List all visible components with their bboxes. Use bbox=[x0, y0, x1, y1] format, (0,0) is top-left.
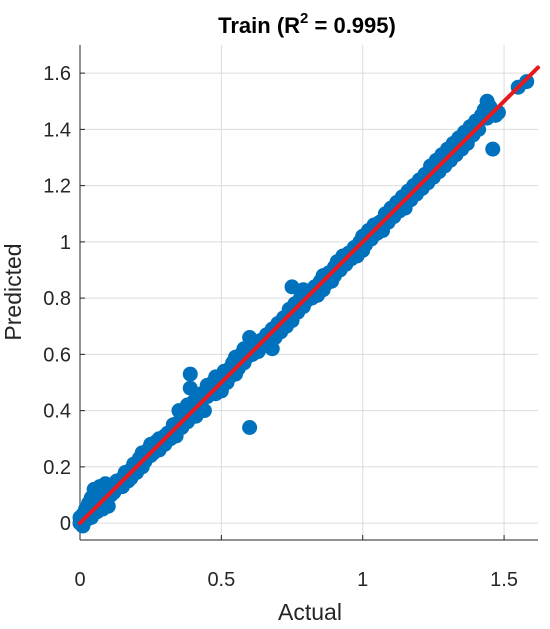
grid-lines bbox=[79, 45, 538, 540]
fit-line bbox=[78, 65, 540, 526]
data-point bbox=[284, 279, 300, 295]
x-tick-label: 1 bbox=[357, 569, 368, 591]
y-axis-title: Predicted bbox=[0, 243, 26, 340]
y-tick-label: 0.8 bbox=[43, 288, 71, 310]
data-point bbox=[182, 380, 198, 396]
data-point bbox=[242, 420, 258, 435]
data-point bbox=[182, 366, 198, 382]
data-point bbox=[264, 341, 280, 357]
y-tick-label: 0 bbox=[60, 513, 71, 535]
y-tick-label: 0.2 bbox=[43, 457, 71, 479]
y-tick-label: 0.4 bbox=[43, 401, 71, 423]
y-tick-label: 1.4 bbox=[43, 119, 71, 141]
tick-labels: 0 0.5 1 1.5 0 0.2 0.4 0.6 0.8 1 1.2 1.4 1.6 bbox=[43, 63, 518, 591]
chart-title-text: Train (R bbox=[218, 13, 300, 38]
chart-title: Train (R2 = 0.995) bbox=[218, 10, 396, 38]
chart-title-rest: = 0.995) bbox=[308, 13, 395, 38]
data-point bbox=[485, 141, 501, 157]
x-tick-label: 0 bbox=[74, 569, 85, 591]
y-tick-label: 1.2 bbox=[43, 176, 71, 198]
axes bbox=[79, 45, 538, 541]
y-tick-label: 0.6 bbox=[43, 344, 71, 366]
y-tick-label: 1 bbox=[60, 232, 71, 254]
x-tick-label: 0.5 bbox=[207, 569, 235, 591]
data-point bbox=[100, 498, 116, 514]
chart-title-superscript: 2 bbox=[300, 10, 308, 27]
fit-line-group bbox=[78, 65, 540, 526]
data-point bbox=[196, 403, 212, 419]
y-tick-label: 1.6 bbox=[43, 63, 71, 85]
x-axis-title: Actual bbox=[278, 599, 342, 625]
x-tick-label: 1.5 bbox=[490, 569, 518, 591]
